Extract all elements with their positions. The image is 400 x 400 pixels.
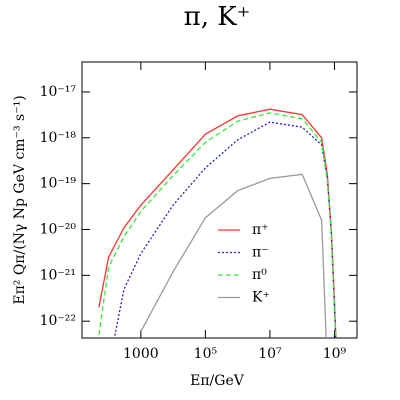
- y-tick-label: 10⁻²²: [40, 313, 76, 329]
- legend-label: K⁺: [252, 290, 270, 306]
- series-line: [113, 121, 337, 338]
- chart-title: π, K⁺: [184, 2, 251, 32]
- legend-label: π⁻: [252, 245, 269, 261]
- series-line: [98, 108, 337, 338]
- y-tick-label: 10⁻²¹: [40, 267, 76, 283]
- y-tick-label: 10⁻²⁰: [40, 221, 77, 237]
- x-tick-label: 10⁵: [194, 346, 218, 362]
- y-axis-label: Eπ² Qπ/(Nγ Np GeV cm⁻³ s⁻¹): [12, 95, 28, 304]
- x-tick-label: 10⁹: [323, 346, 347, 362]
- legend-label: π⁰: [252, 267, 267, 283]
- series-line: [98, 112, 337, 338]
- x-tick-label: 1000: [123, 346, 159, 362]
- legend-label: π⁺: [252, 222, 269, 238]
- y-tick-label: 10⁻¹⁷: [40, 84, 77, 100]
- y-tick-label: 10⁻¹⁸: [40, 130, 77, 146]
- y-tick-label: 10⁻¹⁹: [40, 176, 77, 192]
- x-tick-label: 10⁷: [258, 346, 282, 362]
- plot-frame: [81, 61, 358, 339]
- series-line: [140, 173, 327, 338]
- x-axis-label: Eπ/GeV: [190, 373, 245, 389]
